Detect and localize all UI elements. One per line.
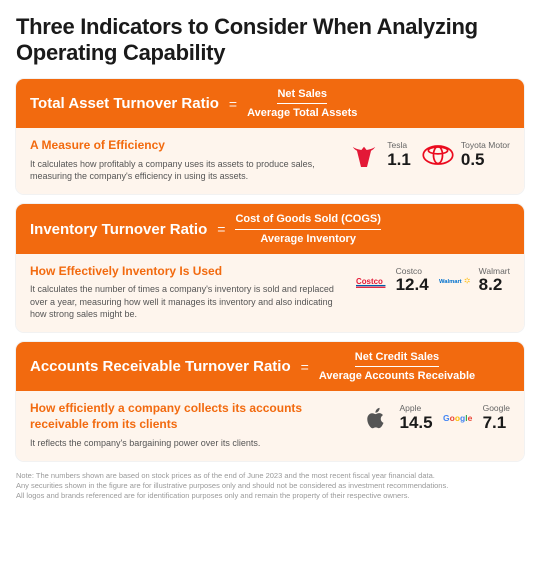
formula-numerator: Cost of Goods Sold (COGS) bbox=[235, 212, 380, 229]
company-group: CostcoCostco12.4WalmartWalmart8.2 bbox=[356, 264, 510, 298]
card-text: It reflects the company's bargaining pow… bbox=[30, 437, 349, 449]
formula-denominator: Average Accounts Receivable bbox=[319, 367, 475, 383]
indicator-card: Total Asset Turnover Ratio = Net SalesAver… bbox=[16, 79, 524, 194]
company-value: 12.4 bbox=[396, 276, 429, 295]
equals-sign: = bbox=[301, 359, 309, 375]
apple-logo-icon bbox=[359, 401, 393, 435]
indicator-name: Inventory Turnover Ratio bbox=[30, 221, 207, 238]
page-title: Three Indicators to Consider When Analyz… bbox=[16, 14, 524, 67]
google-logo-icon: Google bbox=[443, 401, 477, 435]
company-stat: Tesla1.1 bbox=[347, 138, 411, 172]
company-stat: Toyota Motor0.5 bbox=[421, 138, 510, 172]
toyota-logo-icon bbox=[421, 138, 455, 172]
costco-logo-icon: Costco bbox=[356, 264, 390, 298]
card-heading: How Effectively Inventory Is Used bbox=[30, 264, 346, 280]
tesla-logo-icon bbox=[347, 138, 381, 172]
company-value: 0.5 bbox=[461, 151, 510, 170]
formula-denominator: Average Inventory bbox=[260, 230, 356, 246]
company-value: 14.5 bbox=[399, 414, 432, 433]
indicator-name: Accounts Receivable Turnover Ratio bbox=[30, 358, 291, 375]
indicator-card: Inventory Turnover Ratio = Cost of Goods S… bbox=[16, 204, 524, 332]
svg-text:Google: Google bbox=[443, 413, 473, 423]
card-body: How efficiently a company collects its a… bbox=[16, 391, 524, 460]
indicator-card: Accounts Receivable Turnover Ratio = Net C… bbox=[16, 342, 524, 461]
equals-sign: = bbox=[229, 96, 237, 112]
company-group: Tesla1.1 Toyota Motor0.5 bbox=[347, 138, 510, 172]
card-body: A Measure of Efficiency It calculates how… bbox=[16, 128, 524, 194]
card-text: It calculates the number of times a comp… bbox=[30, 283, 346, 319]
card-heading: How efficiently a company collects its a… bbox=[30, 401, 349, 432]
card-header: Inventory Turnover Ratio = Cost of Goods S… bbox=[16, 204, 524, 254]
footnote: Note: The numbers shown are based on sto… bbox=[16, 471, 524, 501]
company-stat: GoogleGoogle7.1 bbox=[443, 401, 510, 435]
formula-numerator: Net Sales bbox=[277, 87, 327, 104]
company-group: Apple14.5GoogleGoogle7.1 bbox=[359, 401, 510, 435]
equals-sign: = bbox=[217, 221, 225, 237]
company-stat: WalmartWalmart8.2 bbox=[439, 264, 510, 298]
formula-denominator: Average Total Assets bbox=[247, 104, 357, 120]
card-body: How Effectively Inventory Is Used It calc… bbox=[16, 254, 524, 332]
company-stat: Apple14.5 bbox=[359, 401, 432, 435]
card-text: It calculates how profitably a company u… bbox=[30, 158, 337, 182]
card-header: Accounts Receivable Turnover Ratio = Net C… bbox=[16, 342, 524, 392]
svg-text:Walmart: Walmart bbox=[439, 279, 462, 285]
card-header: Total Asset Turnover Ratio = Net SalesAver… bbox=[16, 79, 524, 129]
indicator-name: Total Asset Turnover Ratio bbox=[30, 95, 219, 112]
formula-fraction: Cost of Goods Sold (COGS)Average Invento… bbox=[235, 212, 380, 246]
company-stat: CostcoCostco12.4 bbox=[356, 264, 429, 298]
formula-numerator: Net Credit Sales bbox=[355, 350, 439, 367]
company-value: 8.2 bbox=[479, 276, 510, 295]
walmart-logo-icon: Walmart bbox=[439, 264, 473, 298]
company-value: 7.1 bbox=[483, 414, 510, 433]
card-heading: A Measure of Efficiency bbox=[30, 138, 337, 154]
formula-fraction: Net SalesAverage Total Assets bbox=[247, 87, 357, 121]
company-value: 1.1 bbox=[387, 151, 411, 170]
formula-fraction: Net Credit SalesAverage Accounts Receiva… bbox=[319, 350, 475, 384]
svg-text:Costco: Costco bbox=[356, 277, 383, 286]
